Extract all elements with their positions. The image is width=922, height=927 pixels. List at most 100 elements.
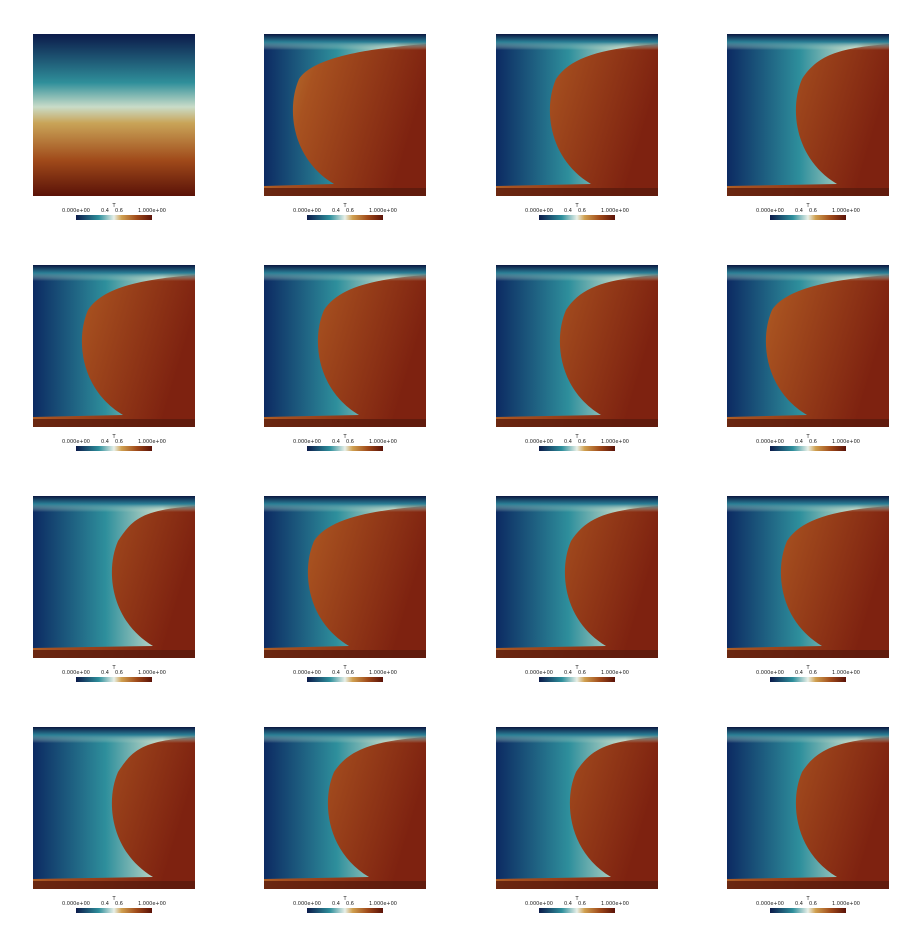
colorbar-title: T xyxy=(111,434,116,440)
colorbar-tick-label: 0.000e+00 xyxy=(525,439,553,445)
colorbar-title: T xyxy=(574,896,579,902)
colorbar xyxy=(770,677,846,682)
top-band xyxy=(727,727,889,743)
bottom-band xyxy=(496,419,658,427)
colorbar xyxy=(770,908,846,913)
colorbar-tick-label: 0.4 xyxy=(332,670,340,676)
bottom-band xyxy=(727,188,889,196)
colorbar-tick-label: 0.6 xyxy=(809,208,817,214)
colorbar-tick-label: 0.6 xyxy=(578,439,586,445)
colorbar-tick-label: 1.000e+00 xyxy=(369,901,397,907)
colorbar-title: T xyxy=(574,434,579,440)
top-band xyxy=(264,496,426,512)
field-image xyxy=(33,34,195,196)
top-band xyxy=(33,496,195,512)
panel: T 0.000e+00 0.4 0.6 1.000e+00 xyxy=(496,34,658,220)
colorbar-title: T xyxy=(342,203,347,209)
panel: T 0.000e+00 0.4 0.6 1.000e+00 xyxy=(496,265,658,451)
colorbar-tick-label: 1.000e+00 xyxy=(369,670,397,676)
top-band xyxy=(33,265,195,281)
bottom-band xyxy=(264,650,426,658)
colorbar xyxy=(770,446,846,451)
colorbar-tick-label: 0.000e+00 xyxy=(756,208,784,214)
panel: T 0.000e+00 0.4 0.6 1.000e+00 xyxy=(33,496,195,682)
colorbar-tick-label: 1.000e+00 xyxy=(369,208,397,214)
top-band xyxy=(496,727,658,743)
colorbar-title: T xyxy=(111,896,116,902)
colorbar-tick-label: 0.4 xyxy=(795,439,803,445)
colorbar-tick-label: 0.000e+00 xyxy=(293,439,321,445)
colorbar-tick-label: 0.000e+00 xyxy=(525,901,553,907)
cold-region xyxy=(727,727,889,879)
panel: T 0.000e+00 0.4 0.6 1.000e+00 xyxy=(33,265,195,451)
colorbar xyxy=(307,677,383,682)
colorbar-title: T xyxy=(574,665,579,671)
colorbar-tick-label: 0.000e+00 xyxy=(756,670,784,676)
colorbar-tick-label: 0.4 xyxy=(564,439,572,445)
bottom-band xyxy=(727,881,889,889)
colorbar-tick-label: 0.6 xyxy=(809,901,817,907)
colorbar-tick-label: 0.6 xyxy=(809,439,817,445)
bottom-band xyxy=(264,881,426,889)
colorbar-title: T xyxy=(342,434,347,440)
panel: T 0.000e+00 0.4 0.6 1.000e+00 xyxy=(727,34,889,220)
colorbar xyxy=(307,215,383,220)
colorbar-tick-label: 0.4 xyxy=(332,439,340,445)
colorbar-title: T xyxy=(574,203,579,209)
colorbar xyxy=(76,908,152,913)
cold-region xyxy=(264,34,426,186)
panel: T 0.000e+00 0.4 0.6 1.000e+00 xyxy=(33,34,195,220)
panel: T 0.000e+00 0.4 0.6 1.000e+00 xyxy=(727,496,889,682)
colorbar-title: T xyxy=(342,665,347,671)
colorbar-tick-label: 0.4 xyxy=(795,670,803,676)
colorbar-title: T xyxy=(111,203,116,209)
cold-region xyxy=(496,265,658,417)
bottom-band xyxy=(33,419,195,427)
colorbar-tick-label: 0.6 xyxy=(346,670,354,676)
top-band xyxy=(727,34,889,50)
colorbar-tick-label: 0.000e+00 xyxy=(756,901,784,907)
colorbar-tick-label: 0.4 xyxy=(332,901,340,907)
colorbar-tick-label: 1.000e+00 xyxy=(832,670,860,676)
colorbar xyxy=(76,215,152,220)
colorbar-tick-label: 0.6 xyxy=(115,439,123,445)
colorbar-tick-label: 0.000e+00 xyxy=(293,670,321,676)
bottom-band xyxy=(264,188,426,196)
colorbar-tick-label: 0.000e+00 xyxy=(525,670,553,676)
colorbar-tick-label: 0.6 xyxy=(578,208,586,214)
colorbar-title: T xyxy=(805,665,810,671)
colorbar-tick-label: 0.6 xyxy=(346,901,354,907)
colorbar-title: T xyxy=(805,896,810,902)
colorbar-tick-label: 0.6 xyxy=(578,901,586,907)
cold-region xyxy=(727,265,889,417)
colorbar-tick-label: 1.000e+00 xyxy=(601,439,629,445)
colorbar-tick-label: 1.000e+00 xyxy=(601,208,629,214)
cold-region xyxy=(264,496,426,648)
panel: T 0.000e+00 0.4 0.6 1.000e+00 xyxy=(264,727,426,913)
cold-region xyxy=(727,34,889,186)
colorbar-tick-label: 1.000e+00 xyxy=(138,901,166,907)
panel: T 0.000e+00 0.4 0.6 1.000e+00 xyxy=(727,727,889,913)
bottom-band xyxy=(727,650,889,658)
colorbar-tick-label: 1.000e+00 xyxy=(138,670,166,676)
colorbar-tick-label: 0.4 xyxy=(332,208,340,214)
top-band xyxy=(496,265,658,281)
colorbar xyxy=(307,908,383,913)
bottom-band xyxy=(33,650,195,658)
colorbar-tick-label: 0.000e+00 xyxy=(62,901,90,907)
colorbar-tick-label: 1.000e+00 xyxy=(601,670,629,676)
colorbar-tick-label: 0.6 xyxy=(346,208,354,214)
panel: T 0.000e+00 0.4 0.6 1.000e+00 xyxy=(496,496,658,682)
colorbar-tick-label: 1.000e+00 xyxy=(832,439,860,445)
panel: T 0.000e+00 0.4 0.6 1.000e+00 xyxy=(264,34,426,220)
colorbar xyxy=(539,446,615,451)
colorbar-tick-label: 1.000e+00 xyxy=(138,208,166,214)
bottom-band xyxy=(496,188,658,196)
colorbar xyxy=(539,677,615,682)
colorbar-tick-label: 1.000e+00 xyxy=(601,901,629,907)
colorbar-tick-label: 0.6 xyxy=(809,670,817,676)
cold-region xyxy=(496,34,658,186)
cold-region xyxy=(496,727,658,879)
colorbar-tick-label: 0.000e+00 xyxy=(293,208,321,214)
panel: T 0.000e+00 0.4 0.6 1.000e+00 xyxy=(264,496,426,682)
